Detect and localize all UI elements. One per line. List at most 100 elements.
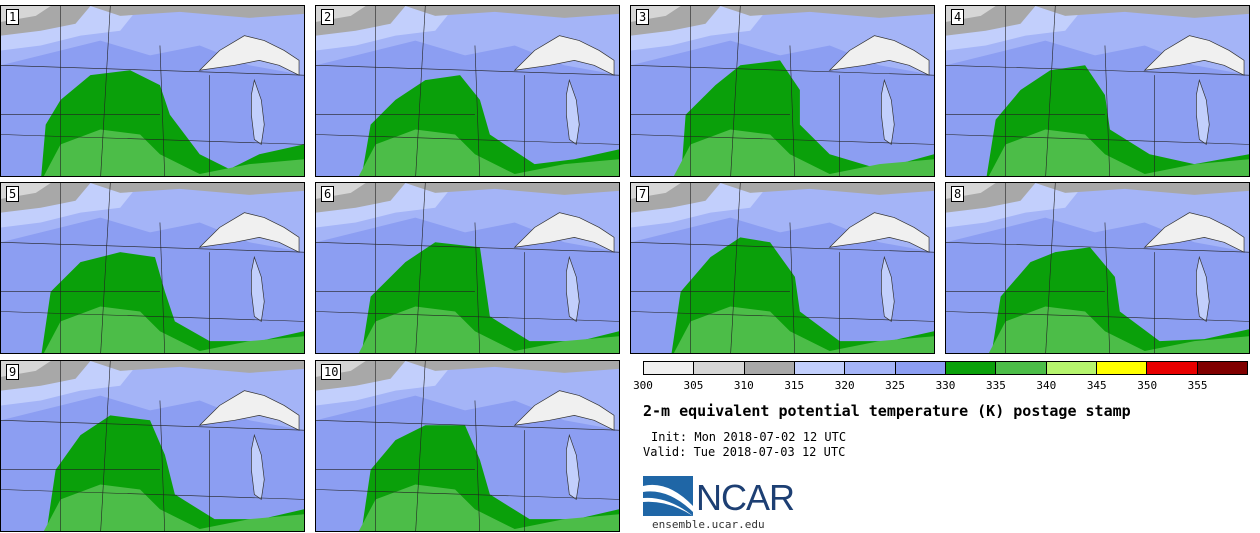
lake-superior <box>1143 35 1245 76</box>
state-border <box>1104 222 1111 353</box>
lake-superior <box>513 212 615 253</box>
state-border <box>1045 183 1056 353</box>
figure-title: 2-m equivalent potential temperature (K)… <box>643 402 1131 420</box>
lake-superior <box>198 212 300 253</box>
colorbar-tick-label: 300 <box>633 379 653 392</box>
field-top-gray <box>90 183 304 195</box>
lake-superior <box>513 390 615 431</box>
state-border <box>946 242 1249 253</box>
lake-superior <box>198 390 300 431</box>
colorbar-segment <box>845 362 896 374</box>
colorbar-segment <box>1147 362 1198 374</box>
state-border <box>789 45 796 176</box>
colorbar-segment <box>1096 362 1148 374</box>
field-top-gray <box>1035 183 1249 195</box>
map-4 <box>946 6 1249 176</box>
field-top-gray <box>720 183 934 195</box>
colorbar-segment <box>1046 362 1097 374</box>
panel-number-label: 3 <box>636 9 650 25</box>
colorbar-segment <box>644 362 695 374</box>
state-border <box>159 400 166 531</box>
map-panel-5: 5 <box>0 182 305 354</box>
map-panel-4: 4 <box>945 5 1250 177</box>
panel-number-label: 10 <box>321 364 342 380</box>
state-border <box>1 420 304 431</box>
lake-superior <box>198 35 300 76</box>
colorbar-segment <box>1197 362 1247 374</box>
lake-superior <box>828 35 930 76</box>
state-border <box>631 311 934 322</box>
lake-michigan <box>1195 78 1210 145</box>
state-border <box>316 420 619 431</box>
state-border <box>1104 45 1111 176</box>
map-panel-7: 7 <box>630 182 935 354</box>
state-border <box>474 222 481 353</box>
map-10 <box>316 361 619 531</box>
map-9 <box>1 361 304 531</box>
lake-michigan <box>250 433 265 500</box>
panel-number-label: 4 <box>951 9 965 25</box>
map-5 <box>1 183 304 353</box>
ncar-logo: NCAR <box>643 476 795 520</box>
colorbar-segment <box>996 362 1047 374</box>
field-335-340 <box>43 484 304 531</box>
map-3 <box>631 6 934 176</box>
panel-number-label: 8 <box>951 186 965 202</box>
colorbar-segment <box>945 362 997 374</box>
field-335-340 <box>673 306 934 353</box>
field-335-340 <box>43 129 304 176</box>
state-border <box>1 311 304 322</box>
map-7 <box>631 183 934 353</box>
panel-number-label: 1 <box>6 9 20 25</box>
map-2 <box>316 6 619 176</box>
map-1 <box>1 6 304 176</box>
colorbar-tick-label: 345 <box>1086 379 1107 392</box>
field-top-gray <box>90 361 304 373</box>
map-panel-10: 10 <box>315 360 620 532</box>
panel-number-label: 5 <box>6 186 20 202</box>
field-335-340 <box>358 484 619 531</box>
field-top-gray <box>1035 6 1249 18</box>
colorbar-tick-label: 310 <box>733 379 754 392</box>
field-335-340 <box>358 306 619 353</box>
colorbar-tick-label: 330 <box>935 379 956 392</box>
state-border <box>100 6 111 176</box>
colorbar-tick-label: 325 <box>885 379 906 392</box>
state-border <box>316 65 619 76</box>
state-border <box>159 45 166 176</box>
map-panel-3: 3 <box>630 5 935 177</box>
lake-michigan <box>880 255 895 322</box>
colorbar-segment <box>694 362 745 374</box>
state-border <box>631 65 934 76</box>
colorbar-tick-labels: 300 305 310 315 320 325 330 335 340 345 350 355 <box>633 379 1260 393</box>
state-border <box>1045 6 1056 176</box>
state-border <box>415 183 426 353</box>
state-border <box>631 242 934 253</box>
colorbar-tick-label: 340 <box>1036 379 1057 392</box>
state-border <box>946 65 1249 76</box>
site-url: ensemble.ucar.edu <box>652 518 765 531</box>
lake-michigan <box>250 255 265 322</box>
lake-michigan <box>880 78 895 145</box>
field-335-340 <box>988 129 1249 176</box>
panel-number-label: 7 <box>636 186 650 202</box>
colorbar-tick-label: 355 <box>1187 379 1208 392</box>
map-panel-9: 9 <box>0 360 305 532</box>
field-335-340 <box>988 306 1249 353</box>
state-border <box>631 134 934 145</box>
map-panel-1: 1 <box>0 5 305 177</box>
state-border <box>730 6 741 176</box>
valid-time: Valid: Tue 2018-07-03 12 UTC <box>643 445 846 459</box>
lake-michigan <box>1195 255 1210 322</box>
panel-number-label: 2 <box>321 9 335 25</box>
colorbar-tick-label: 350 <box>1137 379 1158 392</box>
state-border <box>415 6 426 176</box>
lake-superior <box>513 35 615 76</box>
ncar-swoosh-icon <box>643 476 693 516</box>
state-border <box>946 134 1249 145</box>
state-border <box>1 489 304 500</box>
map-panel-6: 6 <box>315 182 620 354</box>
state-border <box>946 311 1249 322</box>
state-border <box>474 45 481 176</box>
state-border <box>1 65 304 76</box>
